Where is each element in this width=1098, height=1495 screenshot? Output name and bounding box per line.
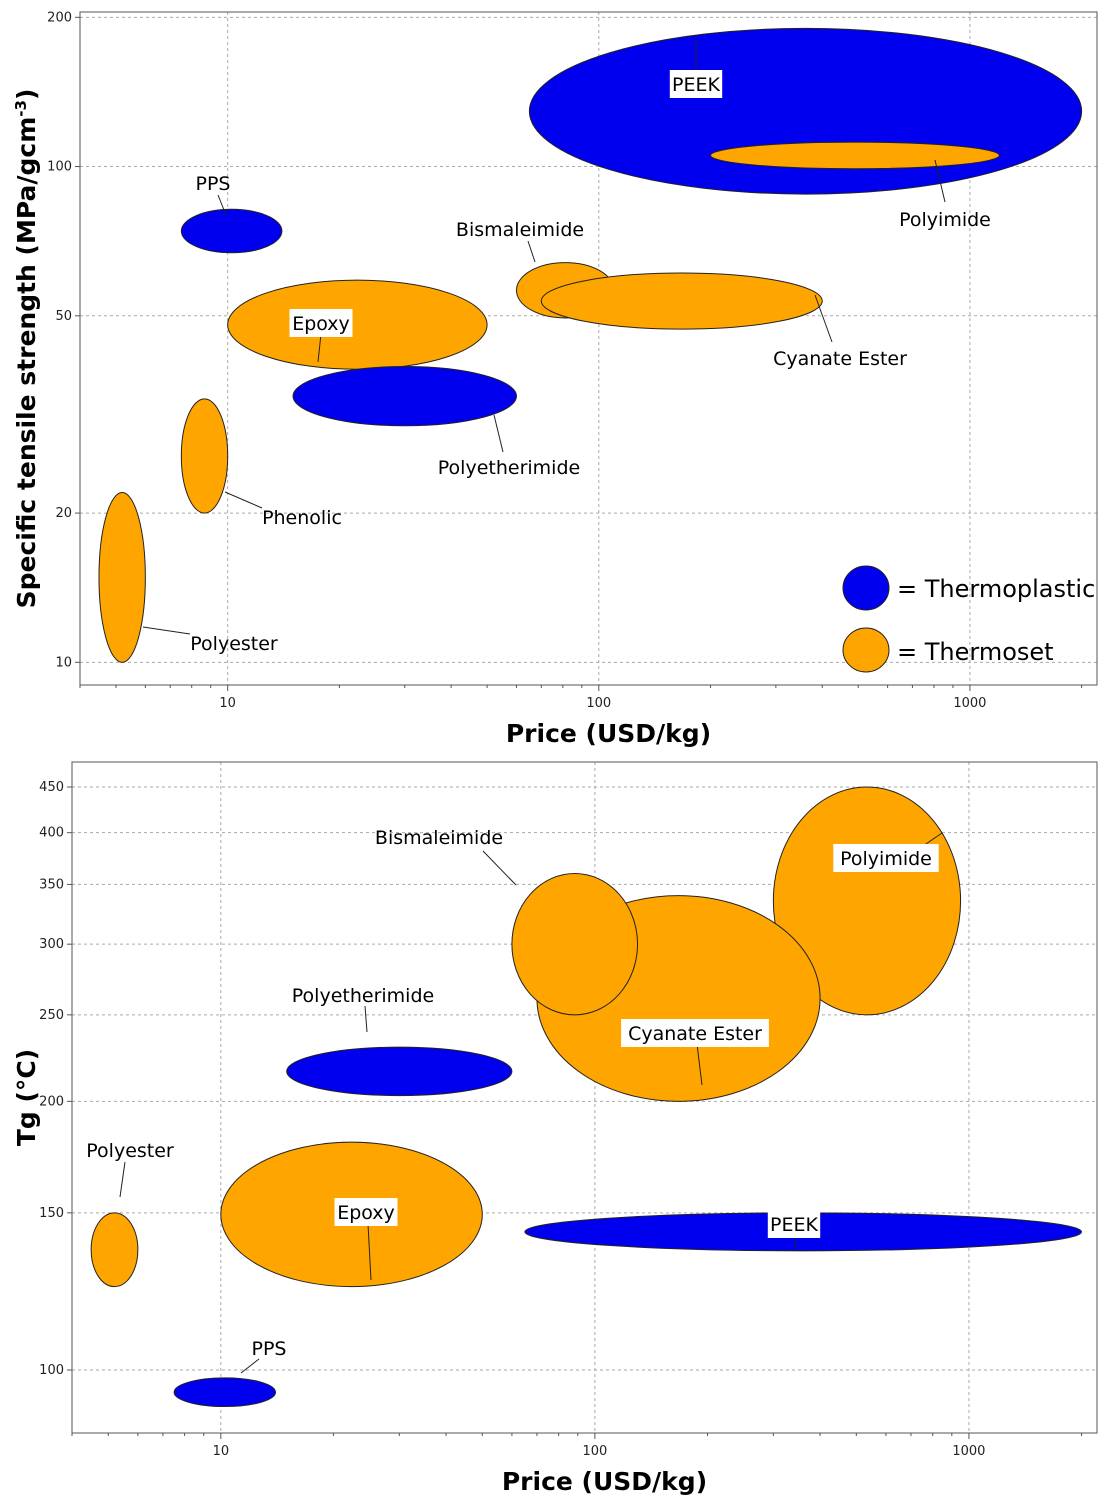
ellipse-polyester bbox=[98, 492, 146, 663]
label-polyimide: Polyimide bbox=[899, 209, 991, 231]
legend: = Thermoplastic = Thermoset bbox=[842, 565, 1095, 673]
label-polyetherimide: Polyetherimide bbox=[292, 985, 434, 1007]
x-axis-label: Price (USD/kg) bbox=[506, 719, 711, 748]
plot-frame bbox=[79, 11, 1098, 686]
x-axis-label: Price (USD/kg) bbox=[502, 1467, 707, 1495]
ellipse-bismaleimide bbox=[511, 873, 639, 1016]
ellipse-phenolic bbox=[180, 398, 229, 514]
ellipse-polyimide bbox=[772, 786, 962, 1016]
chart-panel-2: 100 150 200 250 300 350 400 450 10 100 1000 Price (… bbox=[12, 761, 1098, 1495]
label-leader-line bbox=[119, 1161, 126, 1198]
legend-thermoset-swatch bbox=[842, 627, 890, 673]
legend-thermoplastic-swatch bbox=[842, 565, 890, 611]
y-tick-label: 150 bbox=[39, 1206, 64, 1221]
plot-frame bbox=[71, 761, 1098, 1434]
label-epoxy: Epoxy bbox=[292, 313, 350, 335]
label-leader-line bbox=[814, 294, 833, 343]
label-cyanate-ester: Cyanate Ester bbox=[773, 348, 907, 370]
ellipse-peek bbox=[528, 27, 1083, 195]
x-tick-label: 10 bbox=[219, 696, 236, 711]
label-leader-line bbox=[934, 159, 946, 203]
ellipse-pps bbox=[173, 1377, 277, 1408]
y-tick-label: 250 bbox=[39, 1008, 64, 1023]
label-leader-line bbox=[317, 333, 322, 363]
label-leader-line bbox=[527, 240, 536, 263]
y-tick-label: 450 bbox=[39, 780, 64, 795]
label-polyester: Polyester bbox=[86, 1140, 174, 1162]
label-peek: PEEK bbox=[672, 74, 720, 96]
label-leader-line bbox=[696, 1043, 703, 1086]
label-box-polyimide bbox=[833, 844, 939, 872]
label-leader-line bbox=[364, 1005, 368, 1033]
ellipse-polyimide bbox=[710, 141, 1000, 170]
ellipse-polyester bbox=[90, 1212, 139, 1288]
label-epoxy: Epoxy bbox=[337, 1202, 395, 1224]
label-box-peek bbox=[767, 1210, 821, 1238]
label-bismaleimide: Bismaleimide bbox=[456, 219, 584, 241]
label-box-epoxy bbox=[289, 309, 353, 337]
label-box-cyanate-ester bbox=[621, 1019, 769, 1047]
label-box-epoxy bbox=[334, 1198, 398, 1226]
x-tick-label: 100 bbox=[586, 696, 611, 711]
ellipse-epoxy bbox=[227, 279, 488, 370]
label-pps: PPS bbox=[196, 173, 231, 195]
ellipse-pps bbox=[180, 208, 283, 254]
y-axis-label: Tg (°C) bbox=[12, 1049, 41, 1146]
label-leader-line bbox=[493, 414, 504, 453]
x-tick-label: 100 bbox=[582, 1444, 607, 1459]
y-tick-label: 350 bbox=[39, 877, 64, 892]
legend-thermoplastic-label: = Thermoplastic bbox=[897, 575, 1095, 603]
y-tick-label: 400 bbox=[39, 826, 64, 841]
label-peek: PEEK bbox=[770, 1214, 818, 1236]
label-cyanate-ester: Cyanate Ester bbox=[628, 1023, 762, 1045]
label-leader-line bbox=[482, 850, 517, 886]
label-leader-line bbox=[367, 1223, 372, 1281]
label-polyimide: Polyimide bbox=[840, 848, 932, 870]
label-pps: PPS bbox=[252, 1338, 287, 1360]
y-tick-label: 200 bbox=[39, 1094, 64, 1109]
label-leader-line bbox=[142, 626, 191, 635]
ellipse-cyanate-ester bbox=[540, 272, 823, 330]
y-axis-label: Specific tensile strength (MPa/gcm-3) bbox=[12, 89, 41, 609]
x-tick-label: 1000 bbox=[952, 1444, 985, 1459]
y-tick-label: 20 bbox=[55, 506, 72, 521]
y-tick-label: 200 bbox=[47, 10, 72, 25]
label-polyetherimide: Polyetherimide bbox=[438, 457, 580, 479]
label-leader-line bbox=[224, 491, 263, 509]
label-leader-line bbox=[240, 1358, 260, 1374]
label-polyester: Polyester bbox=[190, 633, 278, 655]
label-box-peek bbox=[669, 70, 723, 98]
x-tick-label: 1000 bbox=[953, 696, 986, 711]
ellipse-polyetherimide bbox=[292, 366, 517, 427]
x-tick-label: 10 bbox=[213, 1444, 230, 1459]
chart-panel-1: 10 20 50 100 200 10 100 1000 Price (USD/kg) Speci… bbox=[12, 10, 1098, 748]
label-bismaleimide: Bismaleimide bbox=[375, 827, 503, 849]
legend-thermoset-label: = Thermoset bbox=[897, 638, 1054, 666]
y-tick-label: 100 bbox=[47, 160, 72, 175]
y-tick-label: 100 bbox=[39, 1363, 64, 1378]
ellipse-polyetherimide bbox=[286, 1046, 513, 1097]
y-tick-label: 10 bbox=[55, 655, 72, 670]
y-tick-label: 50 bbox=[55, 309, 72, 324]
y-tick-label: 300 bbox=[39, 937, 64, 952]
label-leader-line bbox=[217, 194, 227, 216]
label-phenolic: Phenolic bbox=[262, 507, 342, 529]
